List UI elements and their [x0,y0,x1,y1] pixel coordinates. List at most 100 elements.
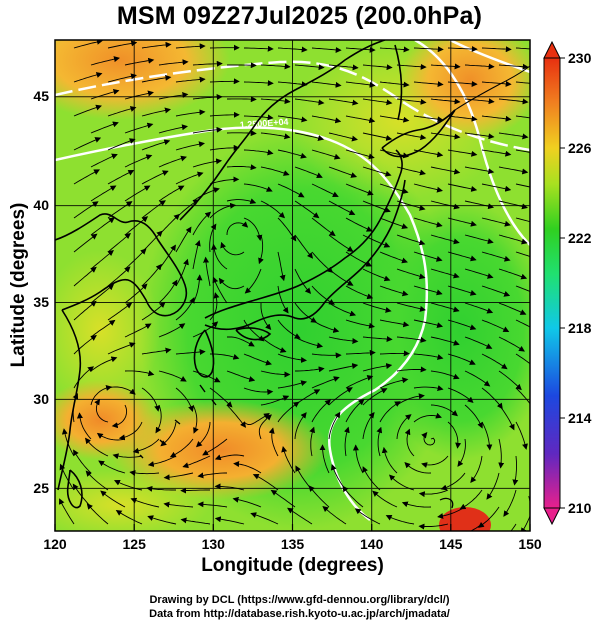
streamline-arrow [421,432,436,446]
streamline-arrow [401,501,432,508]
streamline-arrow [90,356,118,372]
streamline-arrow [294,412,307,440]
streamline-arrow [192,321,219,338]
streamline-arrow [294,200,320,219]
streamline-arrow [90,284,115,304]
colorbar-tick-label: 230 [568,50,592,66]
chart-title: MSM 09Z27Jul2025 (200.0hPa) [116,2,483,30]
streamline-arrow [260,166,290,176]
warm-region-southwest [55,380,160,460]
streamline-arrow [328,302,357,317]
x-axis-label: Longitude (degrees) [201,555,384,576]
streamline-arrow [90,217,115,236]
streamline-arrow [281,446,296,474]
streamline-arrow [311,376,340,389]
streamline-arrow [362,132,393,141]
streamline-arrow [277,115,308,123]
streamline-arrow [158,323,186,338]
streamline-arrow [481,251,511,262]
streamline-arrow [447,353,476,365]
streamline-arrow [396,98,427,105]
streamline-arrow [328,387,353,406]
streamline-arrow [311,285,335,305]
streamline-arrow [413,285,443,296]
streamline-arrow [498,98,529,105]
streamline-arrow [396,63,427,70]
streamline-arrow [379,350,410,357]
streamline-arrow [192,370,221,383]
streamline-arrow [124,90,154,100]
streamline-arrow [533,439,540,467]
x-tick-label: 120 [43,536,67,552]
streamline-arrow [192,404,199,434]
streamline-arrow [498,63,529,70]
streamline-arrow [192,187,220,202]
streamline-arrow [73,40,103,49]
streamline-arrow [413,412,442,423]
streamline-arrow [260,395,290,406]
streamline-arrow [111,404,128,429]
streamline-arrow [192,158,223,168]
streamline-arrow [243,413,270,426]
streamline-arrow [192,239,201,270]
streamline-arrow [175,258,189,287]
streamline-arrow [243,183,273,192]
streamline-arrow [498,132,529,140]
streamline-arrow [158,59,189,66]
streamline-arrow [345,349,376,356]
streamline-arrow [309,426,315,457]
y-tick-label: 35 [33,294,49,310]
streamline-arrow [362,412,375,440]
streamline-arrow [243,149,274,156]
streamline-arrow [430,370,460,380]
streamline-arrow [447,80,478,87]
streamline-arrow [243,80,274,87]
streamline-arrow [277,81,308,88]
streamline-arrow [124,216,149,236]
streamline-arrow [413,217,443,228]
streamline-arrow [141,301,166,321]
streamline-arrow [294,234,314,259]
streamline-arrow [481,217,511,227]
streamline-arrow [252,473,279,491]
x-tick-label: 140 [360,536,384,552]
streamline-arrow [124,370,155,377]
streamline-arrow [328,234,354,252]
streamline-arrow [210,353,240,360]
streamline-arrow [362,363,393,372]
streamline-arrow [226,164,257,171]
streamline-arrow [379,115,410,123]
streamline-arrow [430,336,460,346]
streamline-arrow [311,46,342,53]
streamline-arrow [73,72,103,83]
streamline-arrow [464,404,483,429]
streamline-arrow [464,268,494,279]
streamline-arrow [73,366,95,389]
streamline-arrow [277,46,308,53]
streamline-arrow [107,201,133,219]
streamline-arrow [175,387,194,413]
x-tick-label: 150 [518,536,542,552]
y-tick-label: 30 [33,391,49,407]
streamline-arrow [311,81,342,88]
colorbar-max-arrow [543,40,561,59]
streamline-arrow [345,285,374,300]
streamline-arrow [343,426,350,457]
streamline-arrow [481,115,512,122]
streamline-arrow [243,114,274,121]
contour-label: 1.2500E+04 [239,117,288,130]
streamline-arrow [515,115,530,119]
streamline-arrow [477,506,500,528]
streamline-arrow [129,470,160,476]
streamline-arrow [226,130,257,137]
streamline-arrow [226,221,249,236]
streamline-arrow [459,489,483,510]
streamline-arrow [520,514,530,531]
colorbar-tick-label: 214 [568,410,592,426]
streamline-arrow [277,183,305,198]
x-tick-label: 135 [281,536,305,552]
streamline-arrow [202,438,228,456]
streamline-arrow [447,115,478,122]
y-tick-label: 45 [33,88,49,104]
streamline-arrow [515,149,530,153]
